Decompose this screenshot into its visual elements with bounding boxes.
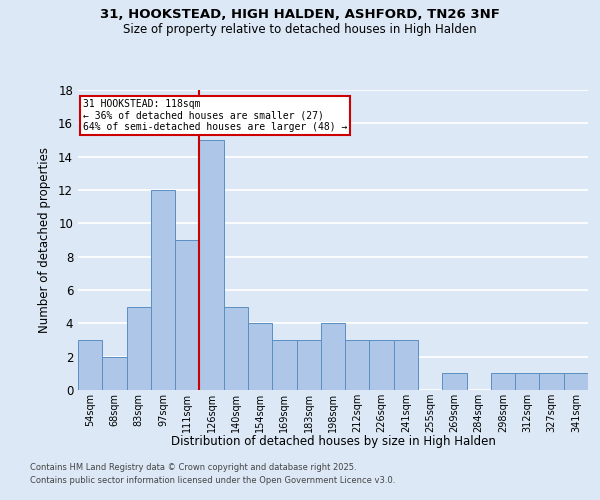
Bar xyxy=(151,190,175,390)
Bar xyxy=(394,340,418,390)
Bar xyxy=(442,374,467,390)
Bar xyxy=(78,340,102,390)
Bar xyxy=(248,324,272,390)
Bar xyxy=(564,374,588,390)
Bar xyxy=(127,306,151,390)
Bar xyxy=(199,140,224,390)
Text: Contains public sector information licensed under the Open Government Licence v3: Contains public sector information licen… xyxy=(30,476,395,485)
Bar xyxy=(321,324,345,390)
Bar xyxy=(102,356,127,390)
Text: Contains HM Land Registry data © Crown copyright and database right 2025.: Contains HM Land Registry data © Crown c… xyxy=(30,464,356,472)
Bar xyxy=(175,240,199,390)
Bar xyxy=(272,340,296,390)
Bar xyxy=(345,340,370,390)
Bar xyxy=(539,374,564,390)
Bar xyxy=(370,340,394,390)
Bar xyxy=(515,374,539,390)
Bar xyxy=(224,306,248,390)
Bar xyxy=(296,340,321,390)
Bar xyxy=(491,374,515,390)
Text: Distribution of detached houses by size in High Halden: Distribution of detached houses by size … xyxy=(170,435,496,448)
Y-axis label: Number of detached properties: Number of detached properties xyxy=(38,147,51,333)
Text: 31, HOOKSTEAD, HIGH HALDEN, ASHFORD, TN26 3NF: 31, HOOKSTEAD, HIGH HALDEN, ASHFORD, TN2… xyxy=(100,8,500,20)
Text: 31 HOOKSTEAD: 118sqm
← 36% of detached houses are smaller (27)
64% of semi-detac: 31 HOOKSTEAD: 118sqm ← 36% of detached h… xyxy=(83,99,347,132)
Text: Size of property relative to detached houses in High Halden: Size of property relative to detached ho… xyxy=(123,22,477,36)
